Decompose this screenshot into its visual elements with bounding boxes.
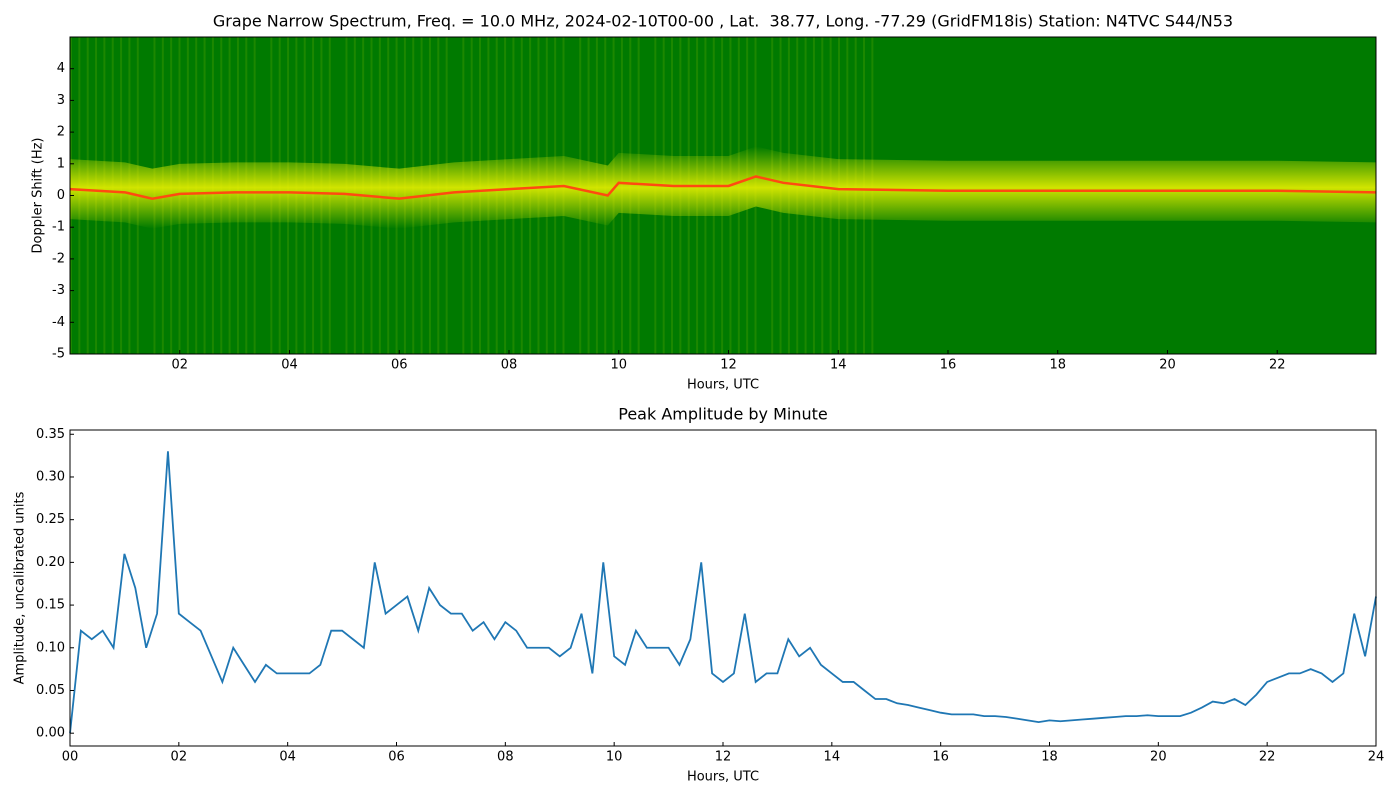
x-tick-label: 20 bbox=[1150, 750, 1167, 765]
y-axis-label: Doppler Shift (Hz) bbox=[31, 138, 46, 254]
x-tick-label: 08 bbox=[497, 750, 514, 765]
y-tick-label: -3 bbox=[52, 283, 65, 298]
x-tick-label: 10 bbox=[606, 750, 623, 765]
x-tick-label: 02 bbox=[171, 358, 188, 373]
chart-title: Grape Narrow Spectrum, Freq. = 10.0 MHz,… bbox=[213, 12, 1233, 31]
x-tick-label: 24 bbox=[1368, 750, 1385, 765]
y-tick-label: 0.35 bbox=[36, 427, 65, 442]
x-tick-label: 04 bbox=[279, 750, 296, 765]
x-tick-label: 22 bbox=[1269, 358, 1286, 373]
y-tick-label: -1 bbox=[52, 220, 65, 235]
x-tick-label: 06 bbox=[391, 358, 408, 373]
y-tick-label: -2 bbox=[52, 251, 65, 266]
x-tick-label: 22 bbox=[1259, 750, 1276, 765]
x-tick-label: 06 bbox=[388, 750, 405, 765]
y-tick-label: 2 bbox=[57, 125, 65, 140]
x-tick-label: 08 bbox=[501, 358, 518, 373]
x-tick-label: 14 bbox=[830, 358, 847, 373]
x-tick-label: 18 bbox=[1041, 750, 1058, 765]
x-tick-label: 02 bbox=[171, 750, 188, 765]
y-tick-label: -5 bbox=[52, 347, 65, 362]
y-tick-label: 3 bbox=[57, 93, 65, 108]
x-tick-label: 16 bbox=[940, 358, 957, 373]
y-tick-label: 0.30 bbox=[36, 469, 65, 484]
x-tick-label: 20 bbox=[1159, 358, 1176, 373]
doppler-trace bbox=[69, 175, 1377, 200]
y-tick-label: -4 bbox=[52, 315, 65, 330]
y-tick-label: 1 bbox=[57, 156, 65, 171]
chart-title: Peak Amplitude by Minute bbox=[618, 405, 828, 424]
x-tick-label: 04 bbox=[281, 358, 298, 373]
y-tick-label: 0.00 bbox=[36, 726, 65, 741]
x-tick-label: 10 bbox=[610, 358, 627, 373]
y-tick-label: 0.20 bbox=[36, 555, 65, 570]
y-tick-label: 0.05 bbox=[36, 683, 65, 698]
x-tick-label: 16 bbox=[932, 750, 949, 765]
x-tick-label: 12 bbox=[715, 750, 732, 765]
y-tick-label: 4 bbox=[57, 61, 65, 76]
x-tick-label: 14 bbox=[824, 750, 841, 765]
x-tick-label: 00 bbox=[62, 750, 79, 765]
plot-frame bbox=[69, 429, 1377, 747]
x-axis-label: Hours, UTC bbox=[687, 770, 759, 785]
y-tick-label: 0 bbox=[57, 188, 65, 203]
y-tick-label: 0.25 bbox=[36, 512, 65, 527]
amplitude-line bbox=[69, 451, 1377, 734]
y-axis-label: Amplitude, uncalibrated units bbox=[13, 491, 28, 684]
doppler-band bbox=[70, 146, 1376, 229]
y-tick-label: 0.10 bbox=[36, 640, 65, 655]
x-axis-label: Hours, UTC bbox=[687, 378, 759, 393]
x-tick-label: 12 bbox=[720, 358, 737, 373]
x-tick-label: 18 bbox=[1049, 358, 1066, 373]
y-tick-label: 0.15 bbox=[36, 598, 65, 613]
